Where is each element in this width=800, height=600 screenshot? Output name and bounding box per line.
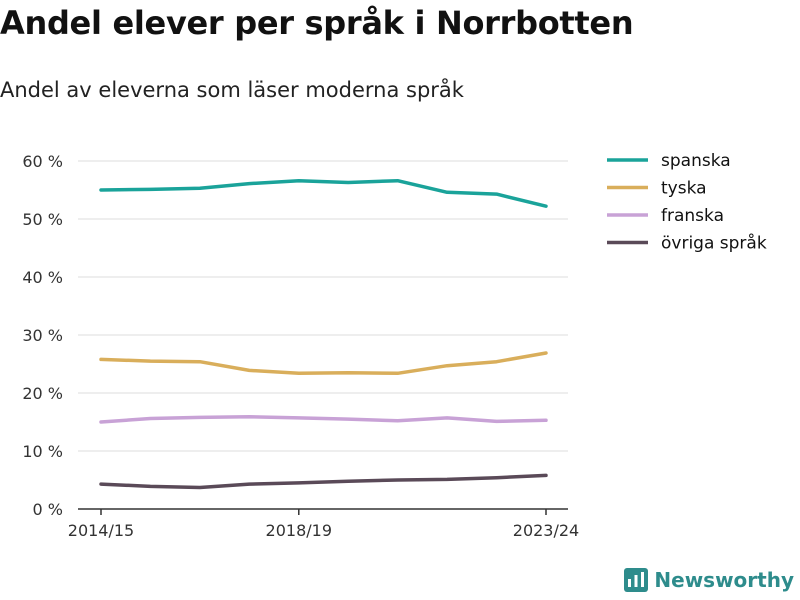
x-tick-label: 2014/15 — [68, 521, 134, 540]
series-line — [99, 415, 548, 424]
legend-label: tyska — [661, 179, 707, 199]
axes: 0 % 10 % 20 % 30 % 40 % 50 % 60 % 2014/15 2018/1… — [22, 152, 579, 540]
series-line — [99, 351, 548, 376]
y-tick-label: 20 % — [22, 384, 63, 403]
chart-title: Andel elever per språk i Norrbotten — [0, 4, 634, 42]
series-lines — [99, 178, 548, 490]
series-line — [99, 178, 548, 208]
chart-subtitle: Andel av eleverna som läser moderna språ… — [0, 78, 464, 102]
legend-label: franska — [661, 206, 724, 226]
y-tick-label: 60 % — [22, 152, 63, 171]
y-tick-label: 30 % — [22, 326, 63, 345]
bar-chart-icon — [624, 568, 649, 592]
x-tick-label: 2018/19 — [266, 521, 332, 540]
y-tick-label: 50 % — [22, 210, 63, 229]
legend: spanska tyska franska övriga språk — [607, 151, 767, 254]
grid-lines — [78, 160, 568, 452]
y-tick-label: 10 % — [22, 442, 63, 461]
brand-name: Newsworthy — [654, 568, 794, 592]
legend-label: spanska — [661, 151, 731, 171]
x-tick-label: 2023/24 — [513, 521, 579, 540]
y-tick-label: 40 % — [22, 268, 63, 287]
brand-logo: Newsworthy — [624, 568, 794, 592]
y-tick-label: 0 % — [33, 500, 63, 519]
legend-label: övriga språk — [661, 233, 767, 254]
series-line — [99, 473, 548, 490]
